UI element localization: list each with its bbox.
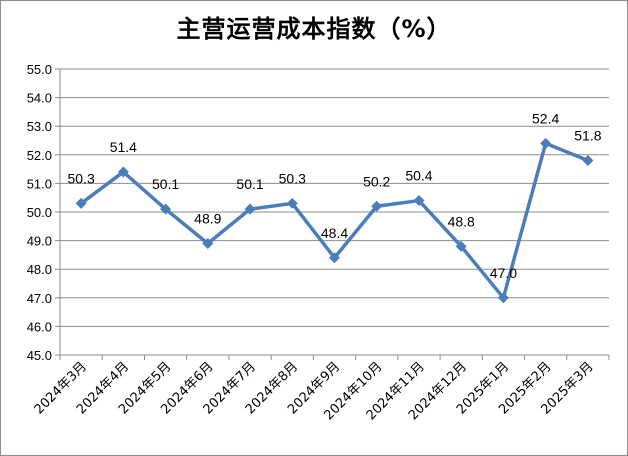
- y-tick-label: 51.0: [27, 176, 52, 191]
- y-tick-label: 55.0: [27, 62, 52, 77]
- data-point-marker: [160, 203, 172, 215]
- y-tick-label: 47.0: [27, 291, 52, 306]
- y-tick-label: 45.0: [27, 348, 52, 363]
- data-label: 52.4: [532, 110, 559, 126]
- data-label: 50.3: [67, 170, 94, 186]
- y-tick-label: 49.0: [27, 234, 52, 249]
- data-label: 51.8: [574, 128, 601, 144]
- y-tick-label: 50.0: [27, 205, 52, 220]
- data-label: 50.1: [152, 176, 179, 192]
- data-point-marker: [117, 166, 129, 178]
- y-tick-label: 46.0: [27, 319, 52, 334]
- data-point-marker: [540, 137, 552, 149]
- data-label: 51.4: [110, 139, 137, 155]
- data-label: 47.0: [490, 265, 517, 281]
- data-point-marker: [286, 197, 298, 209]
- y-tick-label: 52.0: [27, 148, 52, 163]
- data-point-marker: [371, 200, 383, 212]
- data-point-marker: [455, 240, 467, 252]
- data-point-marker: [202, 237, 214, 249]
- data-label: 50.4: [405, 168, 432, 184]
- data-point-marker: [582, 155, 594, 167]
- y-tick-label: 53.0: [27, 119, 52, 134]
- data-label: 50.1: [236, 176, 263, 192]
- data-label: 50.3: [279, 170, 306, 186]
- data-point-marker: [244, 203, 256, 215]
- data-point-marker: [413, 195, 425, 207]
- data-label: 48.8: [448, 213, 475, 229]
- chart-title: 主营运营成本指数（%）: [176, 15, 452, 43]
- data-point-marker: [75, 197, 87, 209]
- data-label: 48.9: [194, 210, 221, 226]
- y-tick-label: 54.0: [27, 91, 52, 106]
- data-point-marker: [497, 292, 509, 304]
- data-label: 48.4: [321, 225, 348, 241]
- data-label: 50.2: [363, 173, 390, 189]
- y-tick-label: 48.0: [27, 262, 52, 277]
- data-point-marker: [329, 252, 340, 264]
